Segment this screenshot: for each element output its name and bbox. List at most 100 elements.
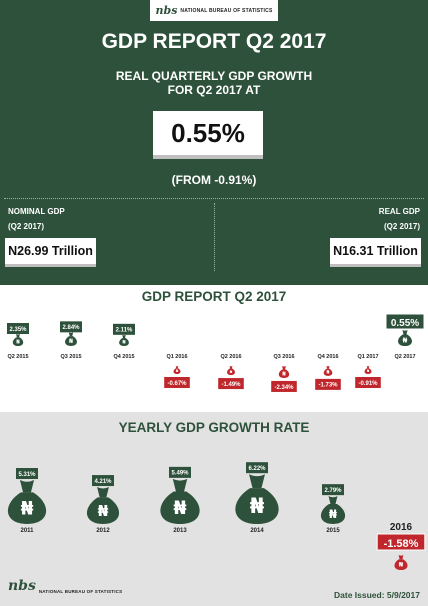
svg-text:₦: ₦ bbox=[69, 339, 73, 345]
svg-text:-1.58%: -1.58% bbox=[384, 538, 419, 550]
quarter-value-label-6: -1.73% bbox=[315, 378, 341, 390]
year-category-label-2: 2013 bbox=[173, 528, 187, 534]
svg-text:2.84%: 2.84% bbox=[62, 325, 80, 331]
quarterly-chart-title: GDP REPORT Q2 2017 bbox=[141, 289, 287, 304]
quarter-bag-0: ₦ bbox=[12, 334, 24, 346]
quarter-category-label-7: Q1 2017 bbox=[357, 354, 378, 360]
svg-text:₦: ₦ bbox=[122, 340, 126, 346]
footer-logo-mark: nbs bbox=[8, 578, 36, 594]
yearly-growth-chart: ₦ 5.31% 2011 ₦ 4.21% 2012 ₦ 5.49% 2013 ₦ 6.22% 2014… bbox=[7, 462, 426, 570]
svg-text:₦: ₦ bbox=[282, 371, 286, 377]
yearly-panel bbox=[0, 412, 428, 606]
svg-text:₦: ₦ bbox=[21, 498, 34, 519]
svg-text:2.35%: 2.35% bbox=[9, 327, 27, 333]
year-bag-3: ₦ bbox=[235, 474, 279, 524]
year-value-label-0: 5.31% bbox=[16, 468, 38, 480]
quarter-category-label-2: Q4 2015 bbox=[113, 354, 134, 360]
real-gdp-value: N16.31 Trillion bbox=[330, 238, 421, 267]
year-category-label-4: 2015 bbox=[326, 528, 340, 534]
footer-logo: nbs NATIONAL BUREAU OF STATISTICS bbox=[8, 578, 122, 594]
year-bag-1: ₦ bbox=[86, 487, 120, 524]
svg-text:₦: ₦ bbox=[327, 370, 330, 375]
svg-text:-0.67%: -0.67% bbox=[167, 381, 187, 387]
svg-text:₦: ₦ bbox=[98, 502, 109, 520]
real-gdp-title: REAL GDP bbox=[378, 207, 420, 216]
svg-text:5.49%: 5.49% bbox=[171, 471, 189, 477]
yearly-chart-title: YEARLY GDP GROWTH RATE bbox=[118, 420, 310, 435]
year-category-label-1: 2012 bbox=[96, 528, 110, 534]
svg-text:₦: ₦ bbox=[16, 339, 20, 345]
nominal-gdp-value: N26.99 Trillion bbox=[5, 238, 96, 267]
svg-text:₦: ₦ bbox=[230, 369, 233, 374]
quarter-value-label-0: 2.35% bbox=[7, 323, 29, 335]
year-value-label-4: 2.79% bbox=[322, 484, 344, 496]
svg-text:₦: ₦ bbox=[403, 336, 408, 344]
svg-text:5.31%: 5.31% bbox=[18, 472, 36, 478]
svg-text:6.22%: 6.22% bbox=[248, 466, 266, 472]
quarter-value-label-1: 2.84% bbox=[60, 321, 82, 333]
quarter-value-label-7: -0.91% bbox=[355, 377, 381, 388]
quarter-bag-4: ₦ bbox=[227, 366, 235, 376]
quarter-bag-6: ₦ bbox=[323, 366, 333, 376]
svg-text:₦: ₦ bbox=[329, 507, 337, 521]
year-bag-0: ₦ bbox=[7, 480, 47, 524]
quarter-value-label-2: 2.11% bbox=[113, 323, 135, 335]
quarter-category-label-8: Q2 2017 bbox=[394, 354, 415, 360]
nominal-gdp-period: (Q2 2017) bbox=[8, 222, 45, 231]
page-title: GDP REPORT Q2 2017 bbox=[101, 30, 327, 53]
year-value-label-5: -1.58% bbox=[376, 533, 426, 551]
year-category-label-5: 2016 bbox=[390, 522, 413, 533]
quarter-value-label-5: -2.34% bbox=[271, 380, 297, 392]
headline-growth-value: 0.55% bbox=[153, 111, 263, 159]
year-category-label-3: 2014 bbox=[250, 528, 264, 534]
divider-vertical bbox=[214, 203, 215, 271]
svg-text:-1.73%: -1.73% bbox=[318, 383, 338, 389]
quarter-category-label-1: Q3 2015 bbox=[60, 354, 81, 360]
year-value-label-3: 6.22% bbox=[246, 462, 268, 474]
svg-text:2.79%: 2.79% bbox=[324, 488, 342, 494]
subtitle-line-2: FOR Q2 2017 AT bbox=[167, 83, 261, 97]
year-bag-5: ₦ bbox=[394, 555, 408, 570]
subtitle: REAL QUARTERLY GDP GROWTH FOR Q2 2017 AT bbox=[0, 69, 428, 97]
svg-text:₦: ₦ bbox=[250, 494, 265, 518]
svg-text:₦: ₦ bbox=[367, 369, 370, 373]
nominal-gdp-title: NOMINAL GDP bbox=[8, 207, 65, 216]
quarter-bag-5: ₦ bbox=[278, 366, 290, 378]
nbs-logo-mark: nbs bbox=[155, 4, 178, 17]
svg-text:₦: ₦ bbox=[173, 497, 186, 519]
quarter-value-label-4: -1.49% bbox=[218, 378, 244, 390]
svg-text:-2.34%: -2.34% bbox=[274, 385, 294, 391]
quarter-bag-7: ₦ bbox=[364, 366, 372, 374]
quarter-bag-2: ₦ bbox=[119, 334, 129, 346]
subtitle-line-1: REAL QUARTERLY GDP GROWTH bbox=[115, 69, 313, 83]
year-bag-4: ₦ bbox=[320, 496, 346, 524]
svg-text:0.55%: 0.55% bbox=[391, 318, 419, 329]
quarter-bag-1: ₦ bbox=[65, 332, 77, 346]
quarter-bag-3: ₦ bbox=[173, 366, 181, 374]
year-value-label-2: 5.49% bbox=[169, 466, 191, 478]
year-category-label-0: 2011 bbox=[20, 528, 34, 534]
nbs-logo-text: NATIONAL BUREAU OF STATISTICS bbox=[180, 7, 273, 14]
previous-growth-text: (FROM -0.91%) bbox=[171, 173, 257, 187]
svg-text:₦: ₦ bbox=[176, 369, 179, 373]
quarter-value-label-8: 0.55% bbox=[385, 313, 425, 330]
svg-text:-0.91%: -0.91% bbox=[358, 381, 378, 387]
year-value-label-1: 4.21% bbox=[92, 475, 114, 487]
svg-text:2.11%: 2.11% bbox=[116, 328, 133, 334]
real-gdp-label: REAL GDP (Q2 2017) bbox=[379, 204, 420, 234]
quarter-category-label-0: Q2 2015 bbox=[7, 354, 28, 360]
quarter-category-label-4: Q2 2016 bbox=[220, 354, 241, 360]
quarter-category-label-5: Q3 2016 bbox=[273, 354, 294, 360]
date-issued: Date Issued: 5/9/2017 bbox=[334, 590, 420, 600]
divider-horizontal bbox=[4, 198, 424, 199]
quarter-category-label-3: Q1 2016 bbox=[166, 354, 187, 360]
year-bag-2: ₦ bbox=[160, 478, 200, 524]
header-panel: nbs NATIONAL BUREAU OF STATISTICS GDP RE… bbox=[0, 0, 428, 285]
real-gdp-period: (Q2 2017) bbox=[383, 222, 420, 231]
svg-text:-1.49%: -1.49% bbox=[221, 382, 241, 388]
quarter-bag-8: ₦ bbox=[398, 330, 412, 346]
quarter-value-label-3: -0.67% bbox=[164, 377, 190, 388]
footer-logo-text: NATIONAL BUREAU OF STATISTICS bbox=[38, 589, 123, 594]
svg-text:₦: ₦ bbox=[399, 562, 404, 569]
nbs-logo: nbs NATIONAL BUREAU OF STATISTICS bbox=[150, 0, 278, 21]
